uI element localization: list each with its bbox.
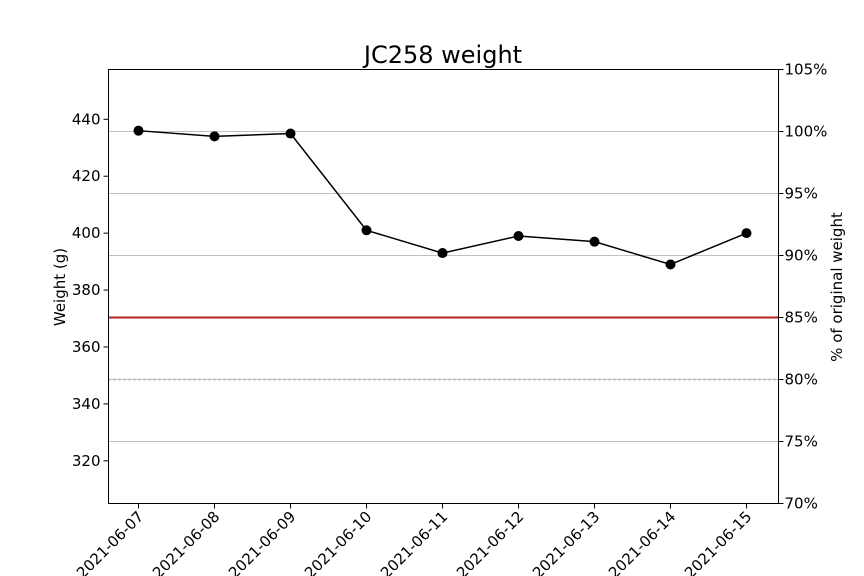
data-point [665, 259, 676, 270]
x-tick-label: 2021-06-11 [377, 508, 451, 576]
y2-axis-ticks: 70% 75% 80% 85% 90% 95% 100% 105% [778, 61, 828, 513]
y2-tick-label: 105% [785, 61, 828, 79]
x-tick-label: 2021-06-09 [225, 508, 299, 576]
y2-axis-label: % of original weight [828, 212, 846, 362]
y-axis-ticks: 320 340 360 380 400 420 440 [72, 110, 109, 470]
data-point [285, 128, 296, 139]
x-tick-label: 2021-06-07 [73, 508, 147, 576]
x-tick-label: 2021-06-08 [149, 508, 223, 576]
x-axis-ticks: 2021-06-07 2021-06-08 2021-06-09 2021-06-10… [73, 503, 755, 576]
data-point [741, 228, 752, 239]
data-point [589, 236, 600, 247]
y2-tick-label: 70% [785, 495, 818, 513]
grid-lines [108, 131, 779, 442]
data-point [133, 125, 144, 136]
y2-tick-label: 95% [785, 185, 818, 203]
data-point [513, 230, 524, 241]
data-point [361, 225, 372, 236]
x-tick-label: 2021-06-12 [453, 508, 527, 576]
x-tick-label: 2021-06-13 [529, 508, 603, 576]
x-tick-label: 2021-06-15 [681, 508, 755, 576]
y-tick-label: 440 [72, 110, 101, 128]
x-tick-label: 2021-06-10 [301, 508, 375, 576]
y2-tick-label: 100% [785, 123, 828, 141]
x-tick-label: 2021-06-14 [605, 508, 679, 576]
series-line [138, 129, 747, 266]
data-point [209, 131, 220, 142]
chart-title: JC258 weight [362, 41, 522, 69]
series-weight [133, 125, 752, 270]
y2-tick-label: 75% [785, 433, 818, 451]
y-tick-label: 360 [72, 338, 101, 356]
y-tick-label: 420 [72, 167, 101, 185]
y-tick-label: 380 [72, 281, 101, 299]
y-axis-label: Weight (g) [51, 248, 69, 326]
y2-tick-label: 80% [785, 371, 818, 389]
y-tick-label: 320 [72, 452, 101, 470]
y2-tick-label: 85% [785, 309, 818, 327]
y-tick-label: 400 [72, 224, 101, 242]
y2-tick-label: 90% [785, 247, 818, 265]
threshold-lines [108, 316, 779, 381]
y-tick-label: 340 [72, 395, 101, 413]
data-point [437, 248, 448, 259]
plot-frame [108, 69, 779, 504]
